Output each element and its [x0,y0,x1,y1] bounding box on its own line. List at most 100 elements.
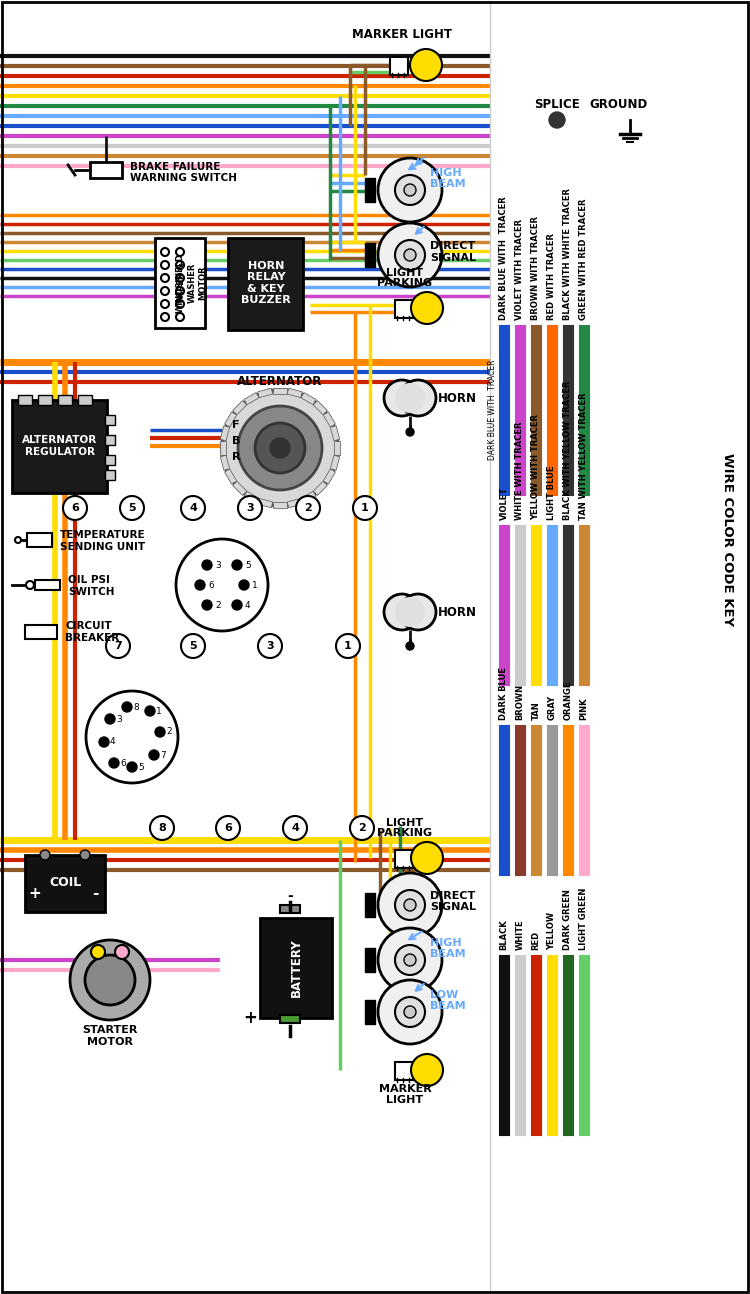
Polygon shape [323,468,335,484]
Text: TEMPERATURE: TEMPERATURE [60,531,146,540]
Text: 1: 1 [344,641,352,651]
Circle shape [395,175,425,204]
Circle shape [384,380,420,415]
Text: WHITE: WHITE [515,919,524,950]
Bar [365,1000,375,1024]
Text: 6: 6 [208,581,214,590]
Text: 2: 2 [215,600,220,609]
Text: RED WITH TRACER: RED WITH TRACER [548,233,556,320]
Circle shape [395,996,425,1027]
Bar [395,1062,413,1080]
Text: STARTER: STARTER [82,1025,138,1035]
Text: BEAM: BEAM [430,179,466,189]
Circle shape [353,496,377,520]
Text: 6: 6 [120,758,126,767]
Text: SIGNAL: SIGNAL [430,902,476,912]
Text: 2: 2 [304,503,312,512]
Text: BRAKE FAILURE: BRAKE FAILURE [130,162,220,172]
Bar [365,179,375,202]
Bar [25,625,57,639]
Circle shape [161,287,169,295]
Text: HIGH: HIGH [430,938,461,949]
Circle shape [411,292,443,324]
Bar [58,395,72,405]
Circle shape [255,423,305,474]
Text: 4: 4 [291,823,299,833]
Text: WIRE COLOR CODE KEY: WIRE COLOR CODE KEY [722,453,734,626]
Circle shape [378,980,442,1044]
Text: 1: 1 [362,503,369,512]
Text: 4: 4 [110,738,116,747]
Circle shape [406,642,414,650]
Text: YELLOW WITH TRACER: YELLOW WITH TRACER [532,414,541,520]
Text: 5: 5 [128,503,136,512]
Text: MOTOR: MOTOR [87,1036,133,1047]
Polygon shape [258,498,273,507]
Circle shape [161,274,169,282]
Polygon shape [244,392,259,405]
Text: 5: 5 [138,762,144,771]
Circle shape [258,634,282,659]
Circle shape [404,1005,416,1018]
Text: BLACK: BLACK [500,919,508,950]
Text: BATTERY: BATTERY [290,938,302,998]
Bar [27,533,52,547]
Bar [38,395,52,405]
Text: 3: 3 [246,503,254,512]
Circle shape [106,634,130,659]
Text: 7: 7 [114,641,122,651]
Text: BREAKER: BREAKER [65,633,119,643]
Bar [25,855,105,912]
Text: 2: 2 [358,823,366,833]
Polygon shape [323,411,335,427]
Circle shape [99,738,109,747]
Circle shape [232,600,242,609]
Circle shape [283,817,307,840]
Polygon shape [224,411,237,427]
Text: WHITE WITH TRACER: WHITE WITH TRACER [515,422,524,520]
Text: R: R [232,452,241,462]
Text: TAN: TAN [532,701,541,719]
Text: LIGHT GREEN: LIGHT GREEN [580,888,589,950]
Bar [105,470,115,480]
Bar [105,415,115,424]
Circle shape [122,703,132,712]
Circle shape [395,890,425,920]
Text: BEAM: BEAM [430,1002,466,1011]
Polygon shape [330,426,340,441]
Text: LIGHT: LIGHT [386,818,424,828]
Text: WARNING SWITCH: WARNING SWITCH [130,173,237,182]
Circle shape [63,496,87,520]
Bar [490,0,750,1294]
Bar [18,395,32,405]
Text: ALTERNATOR
REGULATOR: ALTERNATOR REGULATOR [22,435,98,457]
Circle shape [406,428,414,436]
Text: DIRECT: DIRECT [430,241,476,251]
Text: DARK GREEN: DARK GREEN [563,889,572,950]
Bar [105,455,115,465]
Polygon shape [220,455,230,470]
Text: F: F [232,421,239,430]
Text: HIGH: HIGH [430,168,461,179]
Text: DARK BLUE WITH  TRACER: DARK BLUE WITH TRACER [488,360,497,461]
Bar [35,580,60,590]
Text: HORN: HORN [438,392,477,405]
Text: PARKING: PARKING [377,278,433,289]
Text: OIL PSI: OIL PSI [68,575,110,585]
Text: PARKING: PARKING [377,828,433,839]
Circle shape [176,313,184,321]
Circle shape [549,113,565,128]
Text: LOW: LOW [430,990,458,1000]
Circle shape [80,850,90,861]
Circle shape [176,248,184,256]
Circle shape [378,873,442,937]
Circle shape [411,842,443,873]
Text: BEAM: BEAM [430,949,466,959]
Text: MARKER: MARKER [379,1084,431,1093]
Bar [105,435,115,445]
Polygon shape [301,392,316,405]
Text: 3: 3 [266,641,274,651]
Circle shape [127,762,137,773]
Circle shape [395,383,425,413]
Circle shape [176,300,184,308]
